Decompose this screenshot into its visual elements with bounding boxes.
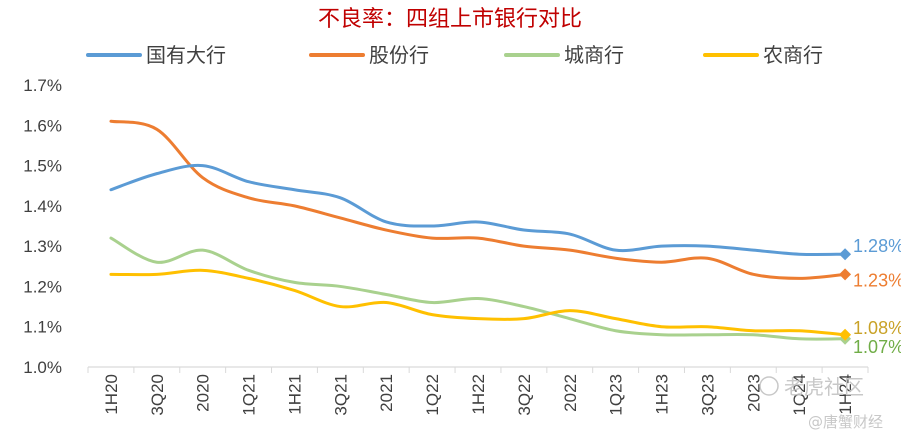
legend-label: 国有大行 <box>146 43 226 67</box>
chart-title: 不良率：四组上市银行对比 <box>318 7 582 32</box>
series-end-marker <box>839 248 852 261</box>
end-value-label: 1.07% <box>853 337 901 357</box>
x-tick-label: 2021 <box>377 374 396 412</box>
legend-label: 城商行 <box>564 43 624 67</box>
legend-label: 农商行 <box>763 43 823 67</box>
series-end-marker <box>839 328 852 341</box>
watermark-author: @唐蟹财经 <box>808 413 883 431</box>
series-end-markers <box>839 248 852 345</box>
x-tick-label: 3Q21 <box>331 374 350 416</box>
series-line <box>109 163 847 256</box>
x-tick-label: 1Q21 <box>240 374 259 416</box>
x-tick-label: 1Q23 <box>607 374 626 416</box>
watermark: 老虎社区 @唐蟹财经 <box>759 375 883 431</box>
end-value-label: 1.23% <box>853 270 901 290</box>
x-tick-label: 1Q24 <box>790 374 809 416</box>
x-tick-label: 3Q20 <box>148 374 167 416</box>
series-lines <box>109 119 847 341</box>
x-tick-label: 1H21 <box>285 374 304 415</box>
x-tick-label: 1Q22 <box>423 374 442 416</box>
end-value-label: 1.28% <box>853 236 901 256</box>
y-tick-label: 1.6% <box>23 116 62 135</box>
axes <box>87 366 869 373</box>
series-line <box>109 268 847 337</box>
y-tick-labels: 1.0% 1.1% 1.2% 1.3% 1.4% 1.5% 1.6% 1.7% <box>23 76 62 377</box>
y-tick-label: 1.7% <box>23 76 62 95</box>
x-tick-label: 2020 <box>194 374 213 412</box>
x-tick-labels: 1H20 3Q20 2020 1Q21 1H21 3Q21 2021 1Q22 1H22 3Q22… <box>102 374 855 416</box>
x-tick-label: 1H24 <box>836 374 855 415</box>
x-tick-label: 2023 <box>744 374 763 412</box>
y-tick-label: 1.0% <box>23 358 62 377</box>
series-end-marker <box>839 268 852 281</box>
x-tick-label: 1H20 <box>102 374 121 415</box>
watermark-text: 老虎社区 <box>784 375 864 399</box>
legend-label: 股份行 <box>369 43 429 67</box>
x-tick-label: 3Q22 <box>515 374 534 416</box>
y-tick-label: 1.4% <box>23 197 62 216</box>
end-value-label: 1.08% <box>853 318 901 338</box>
series-line <box>109 119 847 280</box>
y-tick-label: 1.5% <box>23 157 62 176</box>
x-tick-label: 3Q23 <box>698 374 717 416</box>
series-line <box>109 236 847 341</box>
y-tick-label: 1.3% <box>23 237 62 256</box>
end-labels: 1.28% 1.23% 1.07%1.08% <box>853 236 901 357</box>
x-tick-label: 1H23 <box>653 374 672 415</box>
watermark-logo-icon <box>759 376 779 396</box>
legend: 国有大行 股份行 城商行 农商行 <box>86 43 823 67</box>
x-tick-label: 2022 <box>561 374 580 412</box>
y-tick-label: 1.1% <box>23 318 62 337</box>
y-tick-label: 1.2% <box>23 277 62 296</box>
x-tick-label: 1H22 <box>469 374 488 415</box>
